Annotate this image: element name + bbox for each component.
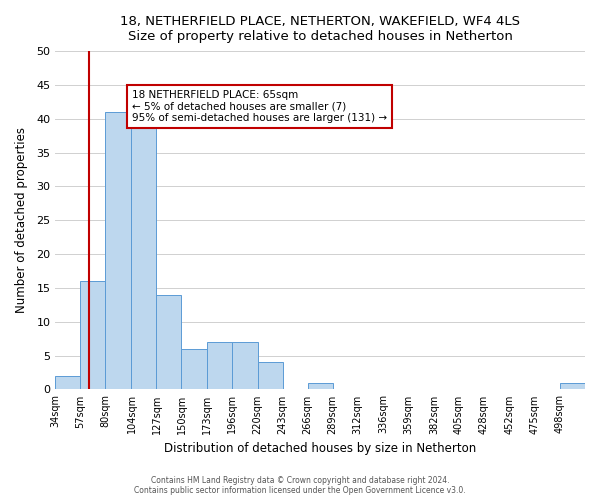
Bar	[257, 362, 283, 390]
X-axis label: Distribution of detached houses by size in Netherton: Distribution of detached houses by size …	[164, 442, 476, 455]
Bar	[106, 112, 131, 390]
Bar	[232, 342, 257, 390]
Bar	[131, 126, 157, 390]
Bar	[157, 294, 181, 390]
Bar	[560, 382, 585, 390]
Bar	[206, 342, 232, 390]
Text: 18 NETHERFIELD PLACE: 65sqm
← 5% of detached houses are smaller (7)
95% of semi-: 18 NETHERFIELD PLACE: 65sqm ← 5% of deta…	[132, 90, 387, 123]
Bar	[181, 349, 206, 390]
Bar	[80, 281, 106, 390]
Title: 18, NETHERFIELD PLACE, NETHERTON, WAKEFIELD, WF4 4LS
Size of property relative t: 18, NETHERFIELD PLACE, NETHERTON, WAKEFI…	[120, 15, 520, 43]
Bar	[308, 382, 332, 390]
Bar	[55, 376, 80, 390]
Text: Contains HM Land Registry data © Crown copyright and database right 2024.
Contai: Contains HM Land Registry data © Crown c…	[134, 476, 466, 495]
Y-axis label: Number of detached properties: Number of detached properties	[15, 128, 28, 314]
